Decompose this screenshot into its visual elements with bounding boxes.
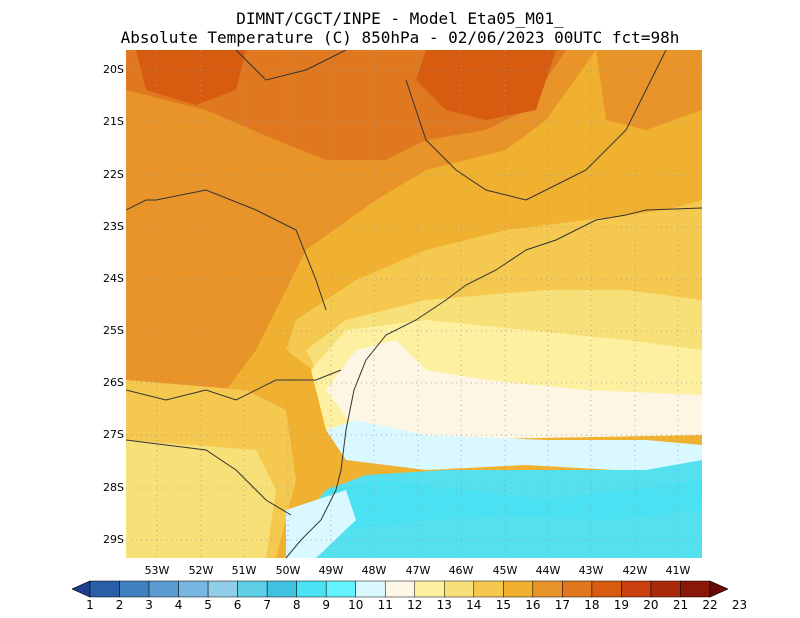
lat-label: 25S: [103, 324, 124, 337]
lon-label: 41W: [665, 564, 691, 577]
state-border-mg-sp: [405, 79, 527, 201]
colorbar-label: 17: [554, 598, 571, 612]
colorbar-label: 2: [115, 598, 124, 612]
colorbar-label: 9: [322, 598, 330, 612]
colorbar-swatch: [503, 580, 534, 598]
lat-label: 23S: [103, 220, 124, 233]
field-19-b: [416, 50, 556, 120]
field-11-sw: [286, 490, 356, 558]
state-border-east: [525, 50, 667, 201]
colorbar-label: 15: [495, 598, 511, 612]
colorbar-label: 4: [174, 598, 183, 612]
lat-label: 20S: [103, 63, 124, 76]
colorbar-arrow-right: [709, 580, 728, 598]
lon-label: 44W: [535, 564, 561, 577]
colorbar-label: 3: [145, 598, 153, 612]
colorbar-label: 13: [436, 598, 452, 612]
lat-label: 22S: [103, 168, 124, 181]
colorbar-label: 6: [233, 598, 242, 612]
colorbar-label: 23: [731, 598, 748, 612]
colorbar-swatch: [680, 580, 711, 598]
colorbar-swatch: [207, 580, 238, 598]
colorbar: [72, 580, 728, 598]
lon-label: 53W: [144, 564, 170, 577]
field-12: [326, 340, 702, 440]
map-panel: [126, 50, 702, 558]
lon-label: 47W: [405, 564, 431, 577]
colorbar-swatch: [325, 580, 356, 598]
colorbar-swatch: [178, 580, 209, 598]
colorbar-label: 19: [613, 598, 630, 612]
colorbar-label: 20: [643, 598, 659, 612]
lat-label: 21S: [103, 115, 124, 128]
colorbar-swatch: [266, 580, 297, 598]
lon-label: 46W: [448, 564, 474, 577]
colorbar-label: 5: [204, 598, 212, 612]
field-14-sw: [126, 440, 276, 558]
colorbar-swatch: [650, 580, 681, 598]
state-border-sc-rs: [126, 439, 292, 516]
lon-label: 48W: [361, 564, 387, 577]
field-9: [326, 480, 702, 530]
lon-label: 52W: [188, 564, 214, 577]
colorbar-swatch: [591, 580, 622, 598]
colorbar-swatch: [119, 580, 150, 598]
colorbar-label: 11: [377, 598, 393, 612]
colorbar-swatch: [89, 580, 120, 598]
colorbar-label: 18: [584, 598, 600, 612]
lat-label: 29S: [103, 533, 124, 546]
colorbar-label: 14: [466, 598, 482, 612]
colorbar-swatch: [562, 580, 593, 598]
lon-label: 42W: [622, 564, 648, 577]
colorbar-swatch: [532, 580, 563, 598]
colorbar-swatch: [444, 580, 475, 598]
colorbar-label: 12: [407, 598, 423, 612]
border-lines: [126, 50, 702, 558]
colorbar-label: 16: [525, 598, 541, 612]
lon-label: 43W: [578, 564, 604, 577]
lon-label: 50W: [275, 564, 301, 577]
colorbar-label: 21: [672, 598, 689, 612]
field-19: [136, 50, 246, 105]
colorbar-swatch: [473, 580, 504, 598]
colorbar-swatch: [237, 580, 268, 598]
lat-label: 27S: [103, 428, 124, 441]
state-border-north: [235, 50, 347, 81]
lon-label: 49W: [318, 564, 344, 577]
state-border-sp-pr: [155, 189, 327, 311]
colorbar-swatch: [296, 580, 327, 598]
temperature-map: [126, 50, 702, 558]
lat-label: 28S: [103, 481, 124, 494]
title-line-1: DIMNT/CGCT/INPE - Model Eta05_M01_: [236, 9, 564, 28]
colorbar-swatch: [384, 580, 416, 598]
colorbar-label: 10: [348, 598, 364, 612]
state-border-ms: [126, 199, 156, 211]
colorbar-swatch: [414, 580, 445, 598]
lon-label: 51W: [231, 564, 257, 577]
colorbar-swatch: [355, 580, 386, 598]
colorbar-label: 8: [292, 598, 301, 612]
coastline: [285, 207, 702, 558]
colorbar-label: 7: [263, 598, 271, 612]
colorbar-label: 22: [702, 598, 718, 612]
lat-label: 24S: [103, 272, 124, 285]
state-border-pr-sc: [126, 369, 342, 401]
colorbar-swatch: [621, 580, 652, 598]
field-17: [126, 50, 596, 420]
title-line-2: Absolute Temperature (C) 850hPa - 02/06/…: [120, 28, 680, 47]
grid-lines: [126, 50, 702, 558]
field-17-ne: [596, 50, 702, 130]
lon-label: 45W: [492, 564, 518, 577]
colorbar-arrow-left: [72, 580, 91, 598]
field-11: [326, 420, 702, 475]
colorbar-label: 1: [86, 598, 94, 612]
lat-label: 26S: [103, 376, 124, 389]
colorbar-swatch: [148, 580, 179, 598]
